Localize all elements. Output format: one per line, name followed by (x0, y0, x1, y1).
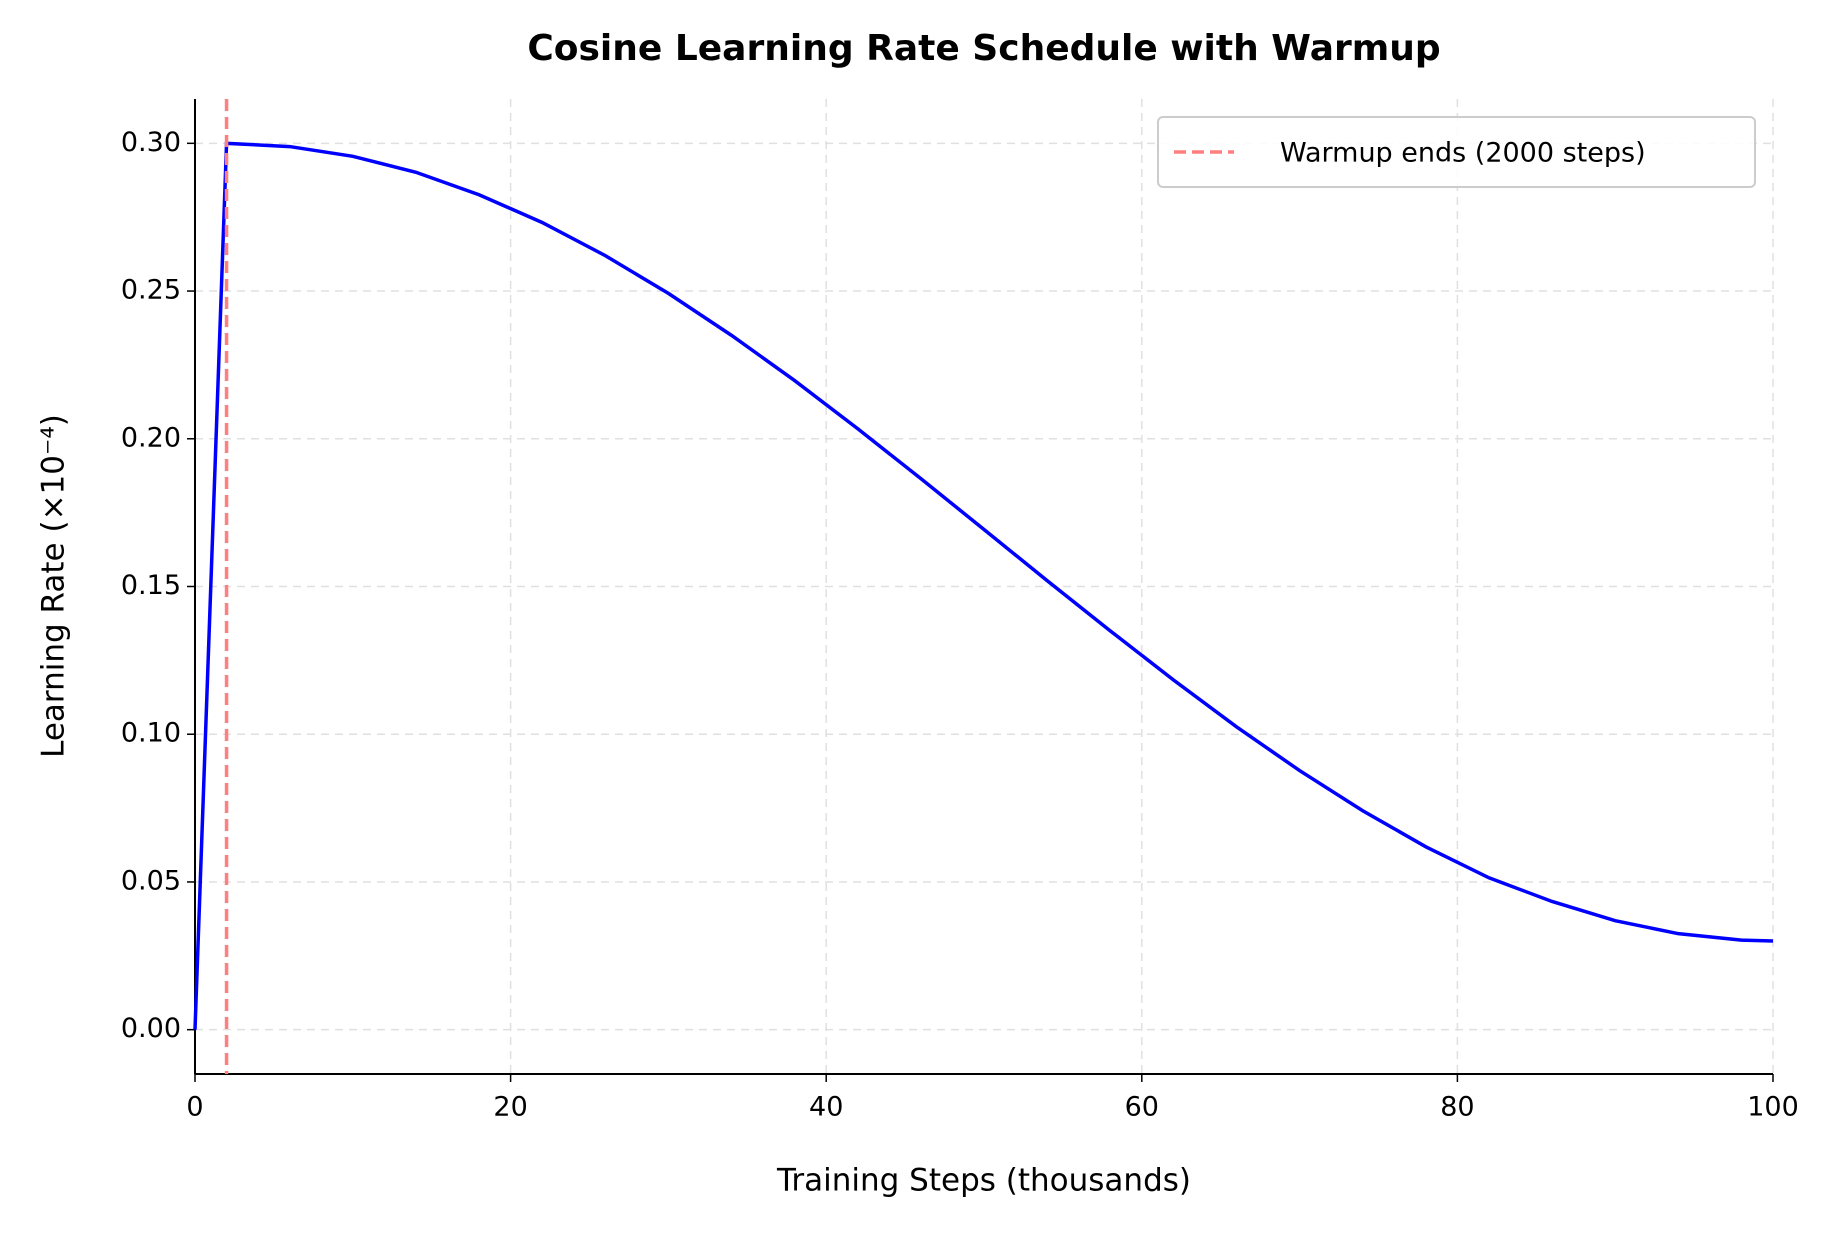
legend-label: Warmup ends (2000 steps) (1280, 138, 1646, 169)
legend-box (1157, 116, 1756, 188)
line (193, 141, 1774, 1030)
x-axis-label: Training Steps (thousands) (776, 1163, 1191, 1199)
x-tick-label: 100 (1747, 1092, 1799, 1123)
y-tick-label: 0.30 (121, 127, 181, 158)
x-tick-label: 80 (1440, 1092, 1474, 1123)
y-tick-label: 0.20 (121, 422, 181, 453)
y-tick-label: 0.00 (121, 1013, 181, 1044)
x-tick-label: 40 (809, 1092, 843, 1123)
y-axis-label: Learning Rate (×10⁻⁴) (36, 414, 72, 758)
y-tick-label: 0.15 (121, 570, 181, 601)
x-tick-label: 60 (1125, 1092, 1159, 1123)
y-tick-label: 0.05 (121, 865, 181, 896)
y-tick-label: 0.25 (121, 275, 181, 306)
chart-title: Cosine Learning Rate Schedule with Warmu… (527, 28, 1440, 69)
y-tick-label: 0.10 (121, 718, 181, 749)
x-tick-label: 0 (186, 1092, 203, 1123)
x-tick-label: 20 (493, 1092, 527, 1123)
